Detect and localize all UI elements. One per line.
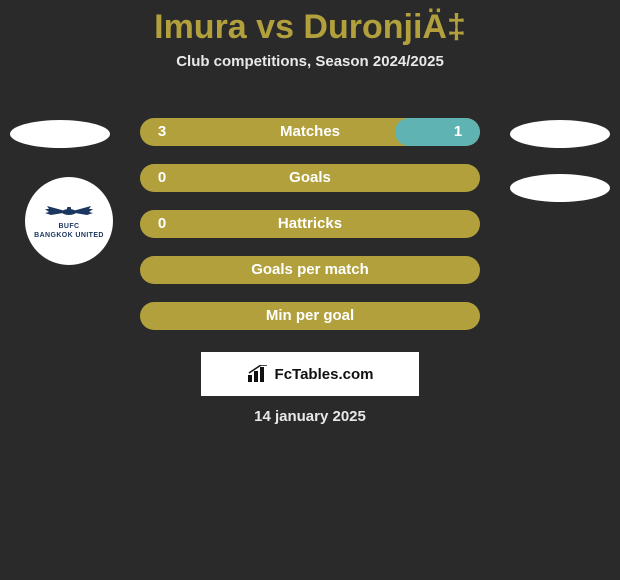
main-title: Imura vs DuronjiÄ‡ xyxy=(0,0,620,47)
stat-row-gpm: Goals per match xyxy=(0,246,620,292)
stats-block: 3 Matches 1 0 Goals 0 Hattricks Goals pe… xyxy=(0,108,620,338)
branding-chart-icon xyxy=(247,365,271,383)
stat-row-mpg: Min per goal xyxy=(0,292,620,338)
stat-fill-right xyxy=(395,118,480,146)
subtitle: Club competitions, Season 2024/2025 xyxy=(0,53,620,70)
stat-row-matches: 3 Matches 1 xyxy=(0,108,620,154)
branding-box: FcTables.com xyxy=(201,352,419,396)
branding-text: FcTables.com xyxy=(275,366,374,383)
stat-row-goals: 0 Goals xyxy=(0,154,620,200)
stat-pill xyxy=(140,256,480,284)
stat-pill xyxy=(140,302,480,330)
stat-pill xyxy=(140,210,480,238)
stat-pill xyxy=(140,164,480,192)
date-text: 14 january 2025 xyxy=(0,408,620,425)
stat-row-hattricks: 0 Hattricks xyxy=(0,200,620,246)
stat-pill xyxy=(140,118,480,146)
